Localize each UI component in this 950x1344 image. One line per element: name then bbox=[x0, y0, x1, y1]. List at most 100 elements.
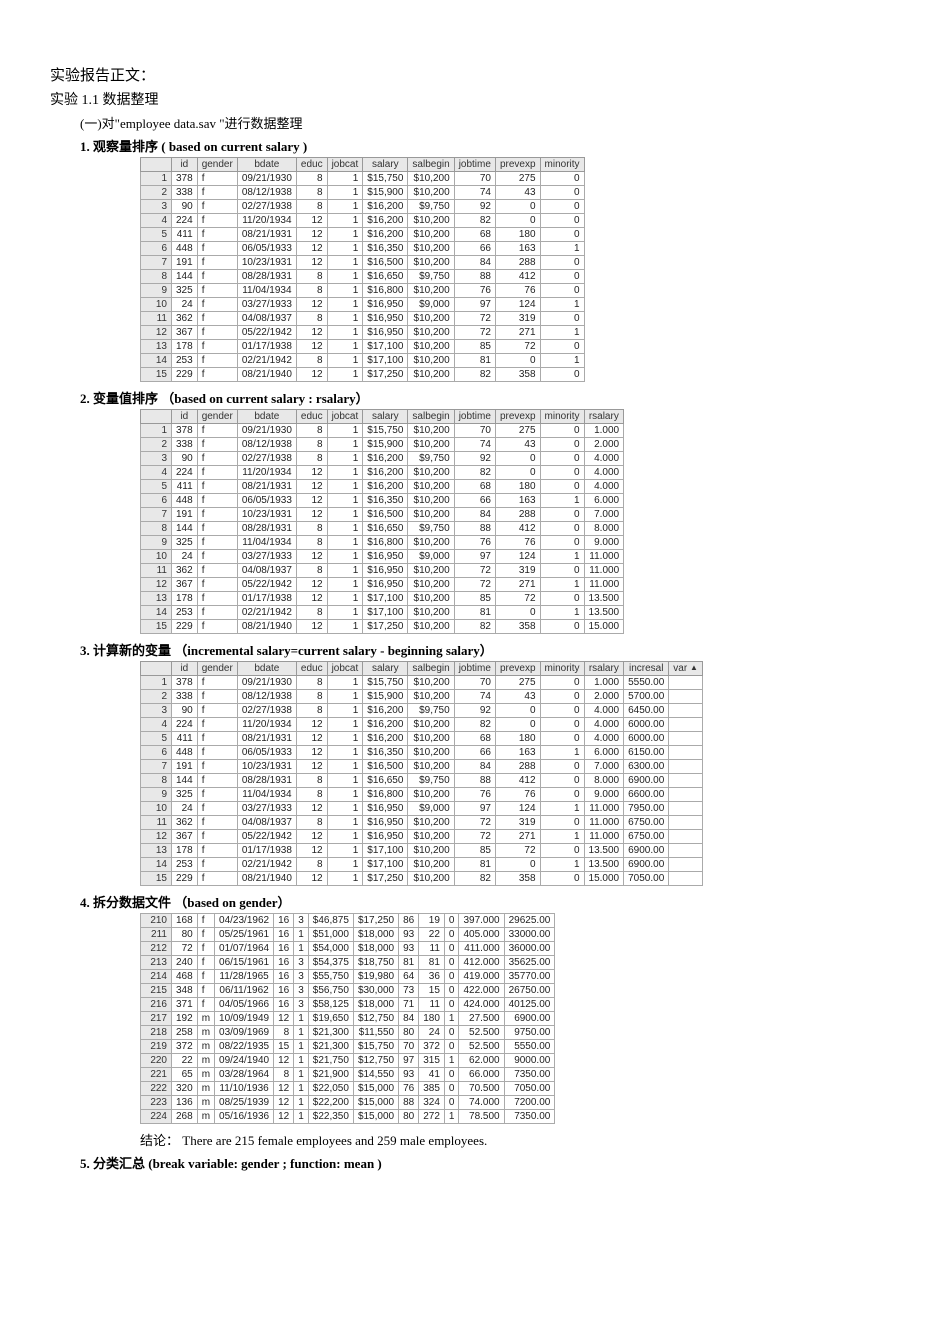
table-row: 22022m09/24/1940121$21,750$12,7509731516… bbox=[141, 1054, 555, 1068]
cell: 1 bbox=[327, 606, 363, 620]
cell: 41 bbox=[419, 1068, 445, 1082]
cell: 315 bbox=[419, 1054, 445, 1068]
cell: 358 bbox=[495, 368, 540, 382]
cell: f bbox=[197, 606, 237, 620]
cell: $10,200 bbox=[408, 172, 454, 186]
cell: $10,200 bbox=[408, 564, 454, 578]
cell: $17,250 bbox=[363, 620, 408, 634]
cell: 367 bbox=[172, 578, 198, 592]
cell: $10,200 bbox=[408, 620, 454, 634]
cell: m bbox=[197, 1082, 214, 1096]
cell: 1 bbox=[327, 424, 363, 438]
cell: 325 bbox=[172, 536, 198, 550]
column-header: bdate bbox=[237, 410, 296, 424]
cell: 1 bbox=[294, 1082, 309, 1096]
table-row: 12367f05/22/1942121$16,950$10,2007227111… bbox=[141, 830, 703, 844]
cell: 0 bbox=[540, 620, 584, 634]
cell: 12 bbox=[274, 1082, 294, 1096]
cell-empty bbox=[669, 858, 703, 872]
cell-empty bbox=[669, 760, 703, 774]
cell: 214 bbox=[141, 970, 172, 984]
cell: $16,200 bbox=[363, 200, 408, 214]
cell: 0 bbox=[444, 914, 459, 928]
cell: 76 bbox=[495, 788, 540, 802]
cell: 6750.00 bbox=[624, 816, 669, 830]
table-row: 13178f01/17/1938121$17,100$10,2008572013… bbox=[141, 592, 624, 606]
cell: 15 bbox=[419, 984, 445, 998]
cell: 13.500 bbox=[584, 858, 624, 872]
cell: 85 bbox=[454, 844, 495, 858]
cell: 88 bbox=[454, 774, 495, 788]
cell: 223 bbox=[141, 1096, 172, 1110]
cell: 8 bbox=[296, 522, 327, 536]
table-row: 9325f11/04/193481$16,800$10,200767609.00… bbox=[141, 536, 624, 550]
cell: $16,950 bbox=[363, 830, 408, 844]
cell: 163 bbox=[495, 242, 540, 256]
cell: 0 bbox=[540, 564, 584, 578]
cell: 12 bbox=[274, 1110, 294, 1124]
cell: 1 bbox=[540, 550, 584, 564]
column-header: rsalary bbox=[584, 410, 624, 424]
cell: f bbox=[197, 732, 237, 746]
cell: $17,250 bbox=[363, 872, 408, 886]
subsection-title: (一)对"employee data.sav "进行数据整理 bbox=[80, 113, 900, 132]
cell: 02/21/1942 bbox=[237, 354, 296, 368]
cell: 11.000 bbox=[584, 830, 624, 844]
cell: $21,300 bbox=[308, 1026, 353, 1040]
cell: 08/28/1931 bbox=[237, 774, 296, 788]
cell: 09/21/1930 bbox=[237, 424, 296, 438]
cell: 10/23/1931 bbox=[237, 760, 296, 774]
cell: 0 bbox=[540, 256, 584, 270]
cell: 65 bbox=[172, 1068, 198, 1082]
cell: $21,300 bbox=[308, 1040, 353, 1054]
cell: 10 bbox=[141, 298, 172, 312]
cell: $30,000 bbox=[353, 984, 398, 998]
cell: $22,350 bbox=[308, 1110, 353, 1124]
cell: 93 bbox=[399, 942, 419, 956]
cell: f bbox=[197, 970, 214, 984]
table-row: 1024f03/27/1933121$16,950$9,000971241 bbox=[141, 298, 585, 312]
cell: 3 bbox=[294, 970, 309, 984]
column-header: id bbox=[172, 410, 198, 424]
cell: 12 bbox=[274, 1096, 294, 1110]
column-header: id bbox=[172, 158, 198, 172]
cell: 11/04/1934 bbox=[237, 284, 296, 298]
cell: m bbox=[197, 1040, 214, 1054]
cell: 12 bbox=[296, 466, 327, 480]
section-title: 实验 1.1 数据整理 bbox=[50, 89, 900, 109]
cell-empty bbox=[669, 690, 703, 704]
cell: 72 bbox=[454, 830, 495, 844]
cell: 68 bbox=[454, 228, 495, 242]
table-row: 4224f11/20/1934121$16,200$10,20082004.00… bbox=[141, 466, 624, 480]
cell: 6000.00 bbox=[624, 732, 669, 746]
table-row: 2338f08/12/193881$15,900$10,200744302.00… bbox=[141, 438, 624, 452]
cell: 3 bbox=[141, 200, 172, 214]
cell: $10,200 bbox=[408, 592, 454, 606]
cell: 43 bbox=[495, 690, 540, 704]
cell: 43 bbox=[495, 438, 540, 452]
cell: 15 bbox=[274, 1040, 294, 1054]
cell: f bbox=[197, 172, 237, 186]
cell: $10,200 bbox=[408, 256, 454, 270]
cell: 1.000 bbox=[584, 424, 624, 438]
cell: 04/08/1937 bbox=[237, 564, 296, 578]
cell: m bbox=[197, 1026, 214, 1040]
cell: 3 bbox=[294, 914, 309, 928]
cell: 66 bbox=[454, 494, 495, 508]
cell: $18,000 bbox=[353, 942, 398, 956]
cell: 35770.00 bbox=[504, 970, 555, 984]
cell: 10/23/1931 bbox=[237, 508, 296, 522]
cell: 5 bbox=[141, 228, 172, 242]
cell: 424.000 bbox=[459, 998, 504, 1012]
cell: $16,950 bbox=[363, 564, 408, 578]
cell: 1 bbox=[540, 326, 584, 340]
cell: 422.000 bbox=[459, 984, 504, 998]
cell-empty bbox=[669, 844, 703, 858]
cell: 12 bbox=[141, 578, 172, 592]
cell: 0 bbox=[444, 1082, 459, 1096]
cell: f bbox=[197, 564, 237, 578]
cell: 72 bbox=[454, 312, 495, 326]
cell: $19,650 bbox=[308, 1012, 353, 1026]
cell: 253 bbox=[172, 606, 198, 620]
cell: 1 bbox=[327, 284, 363, 298]
